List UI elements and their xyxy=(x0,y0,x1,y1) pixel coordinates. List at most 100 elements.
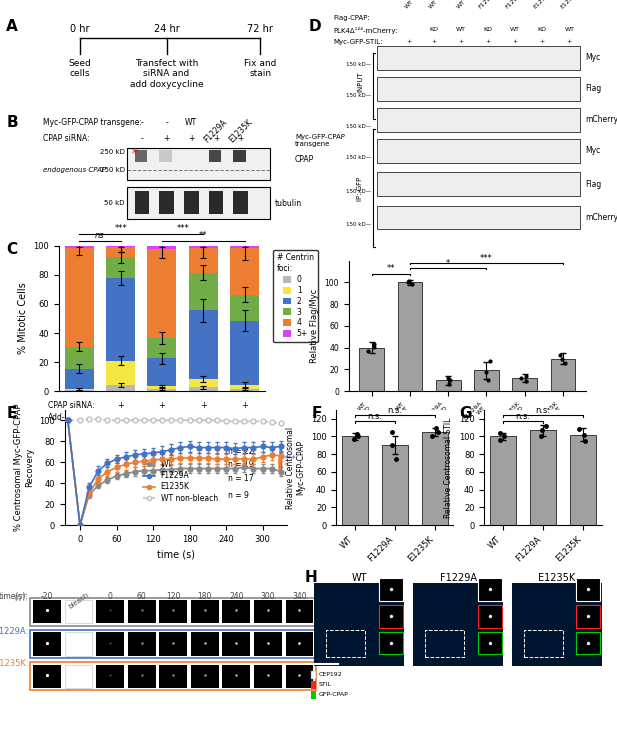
Text: 150 kD—: 150 kD— xyxy=(346,188,371,194)
Bar xyxy=(326,630,365,657)
Text: tubulin: tubulin xyxy=(275,199,302,208)
Bar xyxy=(159,633,187,656)
Bar xyxy=(184,191,199,214)
Bar xyxy=(30,630,317,658)
Bar xyxy=(189,248,218,273)
Bar xyxy=(576,578,600,600)
Text: +: + xyxy=(540,39,545,44)
Text: F: F xyxy=(312,406,322,421)
Text: Myc-GFP-STIL:: Myc-GFP-STIL: xyxy=(333,39,383,45)
Bar xyxy=(376,172,580,196)
Text: 24 hr: 24 hr xyxy=(154,24,180,34)
Text: F1229A: F1229A xyxy=(202,118,230,145)
Text: WT: WT xyxy=(456,27,466,32)
Bar xyxy=(576,605,600,627)
Text: 250 kD: 250 kD xyxy=(100,150,125,156)
Y-axis label: % Mitotic Cells: % Mitotic Cells xyxy=(18,282,28,355)
Bar xyxy=(65,248,94,347)
Bar xyxy=(413,583,503,667)
Bar xyxy=(147,358,176,386)
Text: ***: *** xyxy=(176,224,189,233)
Bar xyxy=(286,665,313,688)
Text: Myc-GFP-CPAP
transgene: Myc-GFP-CPAP transgene xyxy=(295,134,345,148)
Text: 72 hr: 72 hr xyxy=(247,24,273,34)
Bar xyxy=(189,311,218,378)
Bar xyxy=(106,246,135,247)
Text: -: - xyxy=(119,413,122,422)
Text: Flag: Flag xyxy=(586,84,602,93)
Bar xyxy=(379,605,403,627)
X-axis label: time (s): time (s) xyxy=(157,550,195,559)
Bar xyxy=(570,434,596,525)
Bar xyxy=(230,294,259,320)
Bar xyxy=(135,191,149,214)
Bar xyxy=(230,384,259,389)
Bar xyxy=(65,246,94,248)
Bar xyxy=(33,665,61,688)
Text: WT: WT xyxy=(185,118,197,127)
Text: time(s):: time(s): xyxy=(0,592,28,601)
Text: +: + xyxy=(117,402,124,410)
Bar xyxy=(379,578,403,600)
Bar xyxy=(376,206,580,229)
Text: E1235K: E1235K xyxy=(538,573,576,583)
Bar xyxy=(478,578,502,600)
Bar xyxy=(159,150,172,162)
Text: 340: 340 xyxy=(292,592,307,601)
Bar xyxy=(315,583,404,667)
Text: +: + xyxy=(241,402,248,410)
Bar xyxy=(397,282,423,391)
Bar xyxy=(147,386,176,389)
Bar xyxy=(312,691,316,699)
Bar xyxy=(478,632,502,654)
Text: -: - xyxy=(165,118,168,127)
Bar xyxy=(189,246,218,248)
Text: E1235K:: E1235K: xyxy=(0,659,28,668)
Bar xyxy=(135,150,147,162)
Text: 150 kD: 150 kD xyxy=(99,167,125,173)
Bar xyxy=(191,600,218,623)
Bar xyxy=(106,247,135,258)
Text: ***: *** xyxy=(114,224,127,233)
Bar xyxy=(189,273,218,311)
Text: Flag: Flag xyxy=(586,180,602,188)
Bar xyxy=(191,665,218,688)
Text: n = 9: n = 9 xyxy=(228,490,249,499)
Text: IP: GFP: IP: GFP xyxy=(357,177,363,201)
Y-axis label: Relative Centrosomal STIL: Relative Centrosomal STIL xyxy=(444,417,453,518)
Text: Fix and
stain: Fix and stain xyxy=(244,59,276,78)
Text: CPAP siRNA:: CPAP siRNA: xyxy=(48,402,95,410)
Bar xyxy=(106,278,135,361)
Text: 150 kD—: 150 kD— xyxy=(346,124,371,130)
Bar xyxy=(233,191,248,214)
Text: E1235K: E1235K xyxy=(227,118,254,145)
Text: ns: ns xyxy=(95,232,105,241)
Text: KD: KD xyxy=(484,27,492,32)
Text: Transfect with
siRNA and
add doxycycline: Transfect with siRNA and add doxycycline xyxy=(130,59,204,89)
Text: 150 kD—: 150 kD— xyxy=(346,155,371,160)
Bar xyxy=(233,150,246,162)
Text: CEP192: CEP192 xyxy=(319,672,342,677)
Text: +: + xyxy=(200,402,207,410)
Text: **: ** xyxy=(387,264,395,273)
Text: KD: KD xyxy=(429,27,438,32)
Bar xyxy=(128,633,155,656)
Text: n = 17: n = 17 xyxy=(228,475,254,484)
Bar xyxy=(550,358,575,391)
Text: -: - xyxy=(78,402,81,410)
Text: +: + xyxy=(213,134,219,143)
Text: WT: WT xyxy=(155,413,168,422)
Bar xyxy=(159,665,187,688)
Text: mCherry: mCherry xyxy=(586,115,617,124)
Text: +: + xyxy=(159,402,165,410)
Text: CPAP: CPAP xyxy=(295,155,314,164)
Text: F1229A: F1229A xyxy=(440,573,476,583)
Bar xyxy=(65,600,93,623)
Bar xyxy=(223,665,251,688)
Text: endogenous CPAP: endogenous CPAP xyxy=(43,167,106,173)
Text: n = 19: n = 19 xyxy=(228,460,254,469)
Text: Add-back:: Add-back: xyxy=(48,413,86,422)
Text: 60: 60 xyxy=(137,592,146,601)
Text: STIL: STIL xyxy=(319,682,332,687)
Text: +: + xyxy=(164,134,170,143)
